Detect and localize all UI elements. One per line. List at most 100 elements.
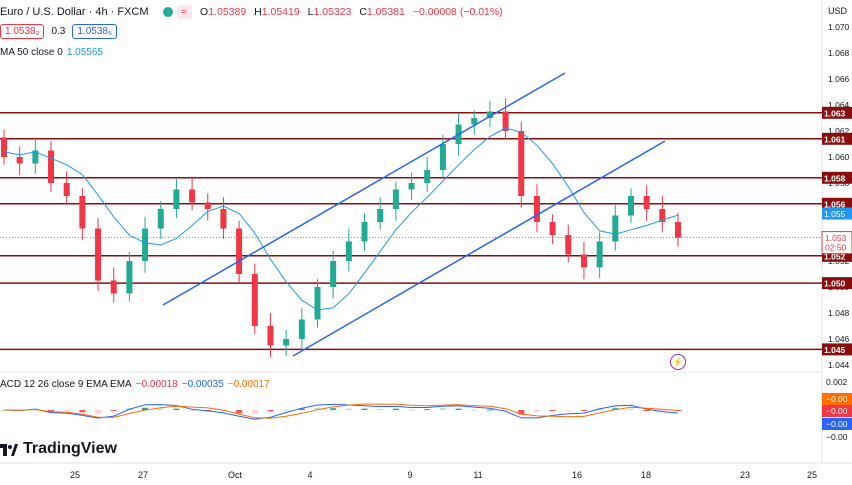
price-tick-label: 1.068 [828,48,850,58]
current-price-label: 1.053 [825,233,847,243]
macd-histogram-bar [314,407,321,410]
macd-histogram-bar [283,409,290,411]
candle-body [220,209,227,229]
candle-body [486,111,493,118]
ma-price-label-bg [822,207,852,220]
macd-histogram-bar [533,410,540,412]
level-price-label-bg [822,249,852,262]
macd-histogram-bar [95,410,102,414]
candle-body [48,150,55,183]
channel-upper-line [162,72,566,306]
symbol-title[interactable]: Euro / U.S. Dollar · 4h · FXCM [0,6,149,18]
macd-histogram-bar [330,408,337,410]
macd-histogram-bar [361,408,368,410]
sessions-icon[interactable]: ≈ [176,5,193,19]
macd-histogram-bar [48,410,55,413]
time-tick-label: 18 [641,470,651,480]
candle-body [110,280,117,294]
candle-body [596,241,603,268]
time-tick-label: 27 [138,470,148,480]
ma-legend[interactable]: MA 50 close 0 1.05565 [0,47,103,58]
candle-body [612,215,619,242]
macd-histogram-bar [471,409,478,411]
tradingview-logo-text: TradingView [23,440,117,457]
candle-body [142,228,149,261]
candle-body [157,209,164,229]
candle-body [95,228,102,281]
macd-histogram-bar [627,408,634,410]
macd-histogram-bar [173,408,180,410]
candle-body [251,274,258,326]
time-tick-label: 25 [70,470,80,480]
ma-price-label: 1.055 [824,209,846,219]
candle-body [361,222,368,242]
tradingview-logo[interactable]: TradingView [0,440,117,458]
candle-body [126,261,133,294]
candle-body [345,241,352,261]
macd-line-value: −0.00035 [181,379,224,390]
candle-body [643,196,650,209]
market-status-icon [162,7,173,17]
candle-body [330,261,337,287]
candle-body [189,189,196,203]
candle-body [549,222,556,235]
level-price-label: 1.058 [824,173,846,183]
macd-histogram-bar [643,410,650,411]
macd-histogram-bar [549,410,556,411]
candle-body [63,183,70,196]
level-price-label-bg [822,132,852,145]
macd-histogram-bar [251,410,258,414]
level-price-label-bg [822,277,852,290]
macd-histogram-bar [377,409,384,411]
level-price-label: 1.052 [824,251,846,261]
macd-axis-label-bg [822,393,852,405]
macd-legend-label: ACD 12 26 close 9 EMA EMA [0,379,132,390]
level-price-label: 1.045 [824,345,846,355]
candles [1,98,681,358]
lightning-icon[interactable]: ⚡ [670,354,686,370]
candle-body [533,196,540,222]
macd-histogram-bar [79,410,86,413]
level-price-label: 1.056 [824,199,846,209]
candle-body [1,137,7,157]
price-tick-label: 1.044 [828,360,850,370]
candle-body [627,196,634,216]
sell-button[interactable]: 1.0538₂ [0,24,45,39]
buy-button[interactable]: 1.0538₅ [72,24,117,39]
level-price-label: 1.050 [824,279,846,289]
spread-value: 0.3 [51,26,66,37]
price-tick-label: 1.062 [828,126,850,136]
candle-body [518,131,525,196]
macd-histogram-bar [142,407,149,410]
macd-axis-label: −0.00 [826,432,848,442]
time-tick-label: 9 [407,470,412,480]
macd-histogram-bar [298,408,305,410]
level-price-label-bg [822,171,852,184]
channel-lower-line [292,140,666,357]
candle-body [439,144,446,170]
level-price-label-bg [822,106,852,119]
macd-histogram-bar [580,410,587,411]
currency-label: USD [828,6,848,16]
tradingview-logo-icon [0,443,18,456]
time-tick-label: 11 [473,470,482,480]
current-price-label-bg [821,231,852,255]
macd-legend[interactable]: ACD 12 26 close 9 EMA EMA −0.00018 −0.0003… [0,379,270,390]
price-tick-label: 1.064 [828,100,850,110]
macd-axis-label: −0.00 [826,394,848,404]
macd-histogram-bar [408,409,415,411]
macd-histogram-bar [455,408,462,410]
macd-histogram-bar [267,410,274,412]
candle-body [298,319,305,339]
ma-legend-label: MA 50 close 0 [0,47,63,58]
candle-body [565,235,572,255]
macd-histogram-bar [220,410,227,412]
candle-body [204,202,211,209]
time-tick-label: 25 [807,470,817,480]
macd-line [3,403,679,420]
trade-buttons: 1.0538₂ 0.3 1.0538₅ [0,24,117,39]
candle-body [377,209,384,222]
level-price-label: 1.061 [824,134,846,144]
